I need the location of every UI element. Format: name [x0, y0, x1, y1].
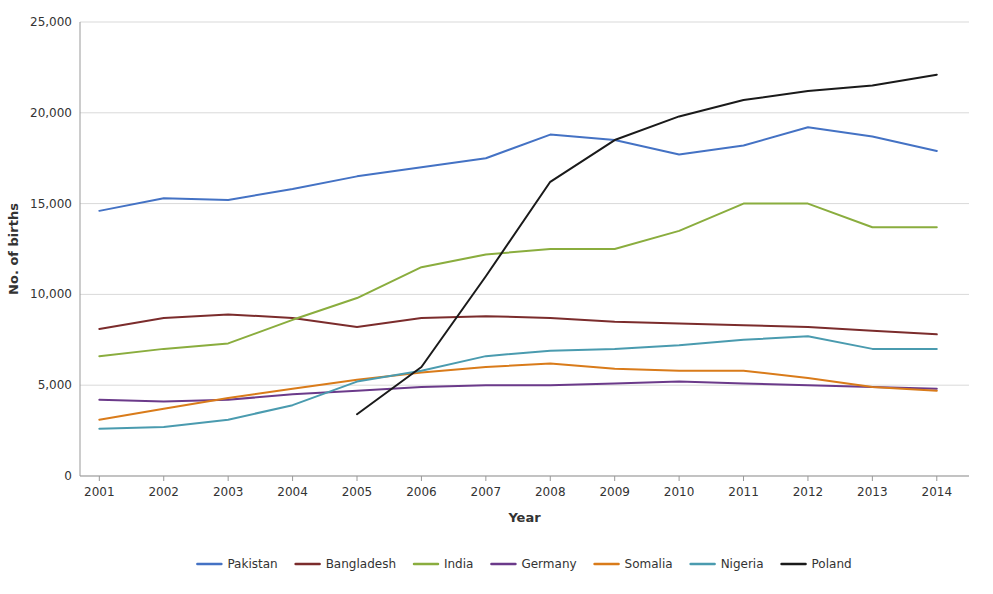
legend-item: Somalia — [595, 557, 673, 571]
x-tick — [936, 476, 937, 481]
x-tick — [614, 476, 615, 481]
y-axis: 0 5,000 10,000 15,000 20,000 25,000 — [30, 15, 80, 483]
legend-swatch — [782, 563, 806, 566]
legend-swatch — [414, 563, 438, 566]
x-tick — [292, 476, 293, 481]
x-tick — [163, 476, 164, 481]
legend-label: Poland — [812, 557, 852, 571]
series-line — [99, 363, 936, 419]
x-tick-label: 2009 — [599, 485, 630, 499]
lines — [99, 75, 936, 429]
legend-label: Somalia — [625, 557, 673, 571]
y-tick-label: 15,000 — [30, 197, 72, 211]
x-tick-label: 2002 — [148, 485, 179, 499]
x-tick-label: 2008 — [535, 485, 566, 499]
x-axis-line — [80, 476, 969, 477]
grid — [80, 22, 969, 476]
x-tick — [228, 476, 229, 481]
y-axis-line — [80, 22, 81, 476]
x-tick-label: 2007 — [471, 485, 502, 499]
x-axis-label: Year — [507, 510, 541, 525]
x-tick — [421, 476, 422, 481]
series-line — [99, 204, 936, 357]
y-tick-label: 25,000 — [30, 15, 72, 29]
legend-item: Nigeria — [691, 557, 764, 571]
x-tick-label: 2005 — [342, 485, 373, 499]
x-tick-label: 2013 — [857, 485, 888, 499]
legend-label: India — [444, 557, 473, 571]
grid-line — [80, 112, 969, 113]
legend-item: Pakistan — [197, 557, 277, 571]
x-tick-label: 2012 — [793, 485, 824, 499]
x-tick-label: 2001 — [84, 485, 115, 499]
chart: 05,00010,00015,00020,00025,0002001200220… — [0, 0, 993, 594]
legend-swatch — [595, 563, 619, 566]
y-tick-label: 0 — [64, 469, 72, 483]
y-axis-label: No. of births — [6, 203, 21, 295]
x-tick — [550, 476, 551, 481]
series-line — [99, 336, 936, 429]
y-tick-label: 5,000 — [38, 378, 72, 392]
grid-line — [80, 203, 969, 204]
x-tick-label: 2014 — [922, 485, 953, 499]
x-tick — [99, 476, 100, 481]
legend-label: Pakistan — [227, 557, 277, 571]
legend: Pakistan Bangladesh India Germany Somalia Nig… — [197, 557, 851, 571]
series-line — [99, 127, 936, 211]
series-line — [99, 314, 936, 334]
x-tick — [807, 476, 808, 481]
legend-label: Bangladesh — [326, 557, 396, 571]
grid-line — [80, 476, 969, 477]
legend-item: India — [414, 557, 473, 571]
legend-swatch — [296, 563, 320, 566]
x-tick-label: 2003 — [213, 485, 244, 499]
y-tick-label: 10,000 — [30, 287, 72, 301]
legend-label: Nigeria — [721, 557, 764, 571]
x-tick-label: 2011 — [728, 485, 759, 499]
grid-line — [80, 294, 969, 295]
legend-swatch — [691, 563, 715, 566]
grid-line — [80, 22, 969, 23]
legend-item: Bangladesh — [296, 557, 396, 571]
x-tick — [872, 476, 873, 481]
x-tick-label: 2010 — [664, 485, 695, 499]
x-tick — [357, 476, 358, 481]
legend-label: Germany — [521, 557, 576, 571]
legend-swatch — [197, 563, 221, 566]
legend-item: Poland — [782, 557, 852, 571]
legend-swatch — [491, 563, 515, 566]
x-tick — [679, 476, 680, 481]
x-tick-label: 2006 — [406, 485, 437, 499]
x-tick — [485, 476, 486, 481]
y-tick-label: 20,000 — [30, 106, 72, 120]
x-tick-label: 2004 — [277, 485, 308, 499]
legend-item: Germany — [491, 557, 576, 571]
series-line — [357, 75, 937, 415]
x-axis: 2001 2002 2003 2004 2005 2006 2007 2008 2009 2010… — [80, 476, 969, 499]
x-tick — [743, 476, 744, 481]
